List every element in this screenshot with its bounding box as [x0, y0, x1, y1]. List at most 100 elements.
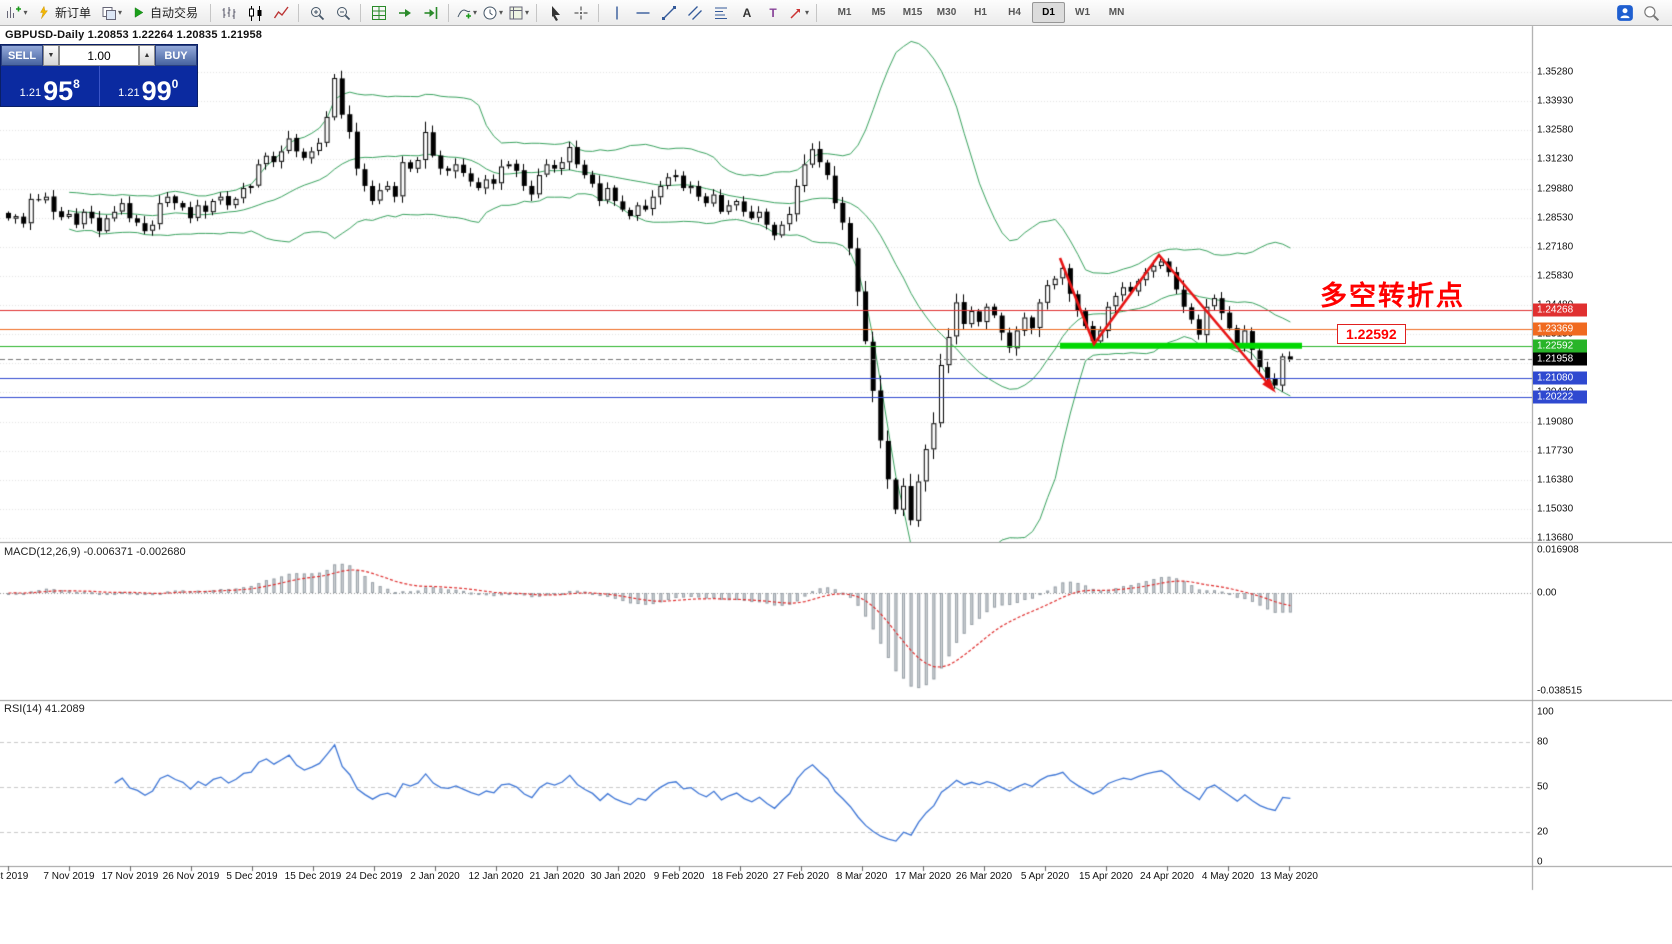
volume-decrease-button[interactable]: ▼: [43, 45, 59, 66]
horizontal-line-button[interactable]: [630, 1, 655, 24]
trade-controls-row: SELL ▼ 1.00 ▲ BUY: [1, 45, 197, 66]
price-marker-1.23369: 1.23369: [1533, 322, 1587, 336]
fibonacci-icon: [714, 7, 727, 19]
auto-scroll-button[interactable]: [392, 1, 417, 24]
toolbar-right-icons: [1616, 4, 1668, 22]
time-axis-label: 15 Apr 2020: [1079, 871, 1133, 882]
community-icon[interactable]: [1616, 4, 1634, 22]
price-axis-label: 1.33930: [1537, 95, 1574, 107]
time-axis-label: 15 Dec 2019: [284, 871, 342, 882]
periods-button[interactable]: ▾: [480, 1, 505, 24]
quote-divider: [98, 66, 100, 106]
trendline-button[interactable]: [656, 1, 681, 24]
timeframe-H1[interactable]: H1: [974, 7, 987, 18]
price-axis-label: 1.27180: [1537, 241, 1574, 253]
price-marker-1.21958: 1.21958: [1533, 352, 1587, 366]
channel-button[interactable]: [682, 1, 707, 24]
ask-pipette: 0: [171, 77, 179, 91]
time-axis-label: 17 Mar 2020: [894, 871, 952, 882]
cursor-icon: [551, 5, 560, 21]
volume-increase-button[interactable]: ▲: [139, 45, 155, 66]
price-axis-label: 1.17730: [1537, 445, 1574, 457]
toolbar-separator: [210, 3, 212, 22]
bar-chart-icon: [222, 6, 236, 19]
label-tool-icon: T: [769, 6, 777, 20]
text-tool-button[interactable]: A: [734, 1, 759, 24]
time-axis-label: 26 Mar 2020: [955, 871, 1013, 882]
time-axis-label: 8 Mar 2020: [836, 871, 888, 882]
autotrading-label: 自动交易: [150, 6, 199, 20]
autotrade-play-icon: [134, 7, 144, 18]
chevron-down-icon: ▾: [118, 7, 123, 17]
sell-button[interactable]: SELL: [1, 45, 43, 66]
timeframe-D1[interactable]: D1: [1032, 2, 1066, 23]
toolbar-separator: [598, 3, 600, 22]
time-axis-label: 26 Nov 2019: [162, 871, 220, 882]
profiles-button[interactable]: ▾: [99, 1, 124, 24]
chevron-down-icon: ▾: [499, 7, 504, 17]
time-axis-label: 13 May 2020: [1260, 871, 1318, 882]
tile-windows-icon: [371, 5, 386, 20]
fibonacci-button[interactable]: [708, 1, 733, 24]
new-order-button[interactable]: 新订单: [30, 1, 98, 24]
line-chart-icon: [273, 6, 289, 18]
bid-ask-quotes-row: 1.21 95 8 1.21 99 0: [1, 66, 197, 106]
new-chart-button[interactable]: ▾: [4, 1, 29, 24]
auto-scroll-icon: [398, 8, 411, 17]
timeframe-M5[interactable]: M5: [871, 7, 886, 18]
symbol-ohlc-header: GBPUSD-Daily 1.20853 1.22264 1.20835 1.2…: [5, 29, 263, 41]
timeframe-MN[interactable]: MN: [1108, 7, 1125, 18]
svg-text:T: T: [769, 6, 777, 20]
timeframe-W1[interactable]: W1: [1075, 7, 1091, 18]
cursor-button[interactable]: [542, 1, 567, 24]
zoom-in-button[interactable]: [304, 1, 329, 24]
indicators-button[interactable]: ▾: [454, 1, 479, 24]
autotrading-button[interactable]: 自动交易: [125, 1, 205, 24]
chart-shift-button[interactable]: [418, 1, 443, 24]
timeframe-H4[interactable]: H4: [1008, 7, 1021, 18]
time-axis-label: 17 Nov 2019: [101, 871, 159, 882]
time-axis-label: 2 Jan 2020: [410, 871, 460, 882]
timeframe-M15[interactable]: M15: [902, 7, 923, 18]
rsi-scale-label: 0: [1537, 856, 1543, 868]
tile-windows-button[interactable]: [366, 1, 391, 24]
vertical-line-icon: [615, 6, 618, 19]
bid-quote[interactable]: 1.21 95 8: [1, 66, 99, 106]
ask-big-digits: 99: [141, 76, 172, 107]
candlestick-chart-button[interactable]: [242, 1, 267, 24]
timeframe-M1[interactable]: M1: [837, 7, 852, 18]
chevron-down-icon: ▾: [473, 7, 478, 17]
price-marker-1.22592: 1.22592: [1533, 339, 1587, 353]
crosshair-button[interactable]: [568, 1, 593, 24]
price-axis-label: 1.32580: [1537, 124, 1574, 136]
buy-button[interactable]: BUY: [155, 45, 197, 66]
toolbar-separator: [360, 3, 362, 22]
chevron-down-icon: ▾: [805, 7, 810, 17]
arrows-button[interactable]: ▾: [786, 1, 811, 24]
zoom-out-button[interactable]: [330, 1, 355, 24]
bar-chart-button[interactable]: [216, 1, 241, 24]
templates-button[interactable]: ▾: [506, 1, 531, 24]
new-order-icon: [40, 5, 48, 19]
zoom-out-icon: [336, 6, 350, 20]
volume-input[interactable]: 1.00: [59, 45, 139, 66]
macd-scale-bottom: -0.038515: [1537, 685, 1583, 697]
search-icon[interactable]: [1642, 4, 1660, 22]
timeframe-M30[interactable]: M30: [936, 7, 957, 18]
trendline-icon: [661, 5, 676, 20]
rsi-scale-label: 20: [1537, 826, 1549, 838]
label-tool-button[interactable]: T: [760, 1, 785, 24]
new-order-label: 新订单: [55, 6, 92, 20]
ask-quote[interactable]: 1.21 99 0: [100, 66, 198, 106]
text-tool-icon: A: [742, 6, 751, 20]
price-marker-1.20222: 1.20222: [1533, 390, 1587, 404]
price-axis-label: 1.29880: [1537, 183, 1574, 194]
support-price-label[interactable]: 1.22592: [1337, 324, 1406, 344]
vertical-line-button[interactable]: [604, 1, 629, 24]
macd-indicator-label: MACD(12,26,9) -0.006371 -0.002680: [4, 546, 186, 558]
line-chart-button[interactable]: [268, 1, 293, 24]
turning-point-annotation[interactable]: 多空转折点: [1320, 281, 1465, 311]
clock-icon: [483, 6, 497, 19]
